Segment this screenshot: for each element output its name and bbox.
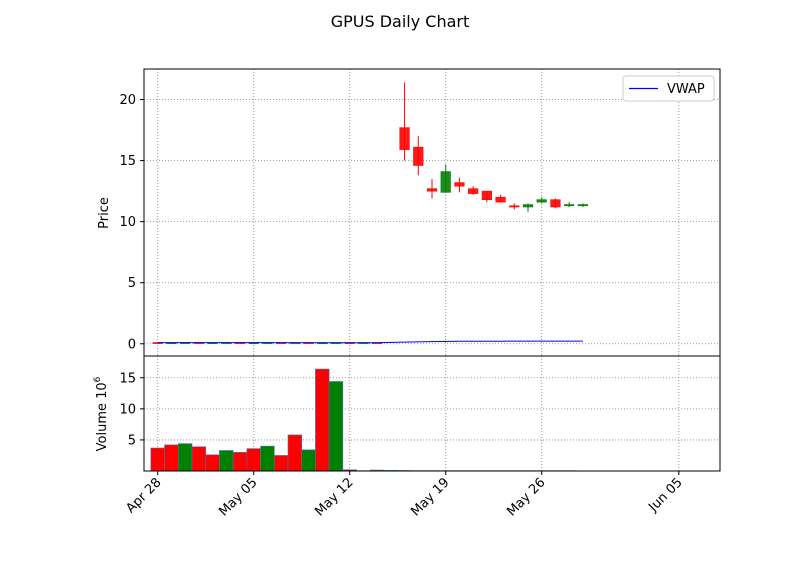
volume-axis-label-text: Volume 10 — [95, 382, 110, 451]
volume-tick-label: 5 — [128, 433, 136, 448]
volume-tick-label: 10 — [119, 402, 136, 417]
price-tick-label: 5 — [128, 276, 136, 291]
candle-body — [509, 205, 520, 208]
price-tick-label: 20 — [119, 93, 136, 108]
volume-tick-label: 15 — [119, 371, 136, 386]
vwap-line — [157, 340, 583, 344]
volume-bar — [287, 434, 303, 472]
price-tick-label: 15 — [119, 154, 136, 169]
candle-body — [522, 204, 534, 208]
volume-axis-label: Volume 106 — [93, 376, 110, 451]
price-y-ticks: 0 5 10 15 20 — [119, 93, 144, 352]
legend: VWAP — [622, 75, 715, 102]
candle-body — [413, 146, 424, 166]
volume-bar — [205, 454, 220, 472]
volume-bar — [219, 450, 234, 472]
candle-body — [577, 204, 588, 207]
chart-title: GPUS Daily Chart — [331, 12, 470, 31]
legend-box — [622, 75, 715, 102]
candle-body — [440, 171, 451, 193]
volume-axis-exponent: 6 — [93, 376, 103, 382]
volume-panel-frame — [143, 355, 721, 472]
volume-bar — [301, 449, 316, 472]
candle-body — [454, 182, 465, 187]
volume-bar — [315, 368, 330, 472]
candle-body — [550, 199, 561, 208]
volume-bar — [260, 445, 275, 472]
candlestick-series — [152, 82, 588, 344]
volume-bar — [232, 452, 248, 472]
price-tick-label: 0 — [128, 337, 136, 352]
volume-bar — [177, 443, 193, 472]
candle-body — [399, 127, 410, 150]
candle-body — [495, 196, 506, 203]
candle-body — [468, 188, 479, 194]
volume-bar — [273, 455, 289, 472]
volume-bar — [246, 448, 261, 472]
volume-bar — [150, 447, 165, 472]
price-axis-label: Price — [97, 197, 112, 229]
volume-bar — [164, 444, 179, 472]
candle-body — [426, 188, 438, 192]
price-panel: 0 5 10 15 20 Price VWAP — [97, 68, 721, 357]
volume-bar — [191, 446, 207, 472]
legend-vwap-label: VWAP — [667, 82, 705, 97]
candle-body — [536, 199, 547, 203]
candle-body — [564, 204, 575, 207]
candle-body — [481, 190, 492, 200]
price-tick-label: 10 — [119, 215, 136, 230]
volume-y-ticks: 5 10 15 — [119, 371, 144, 448]
volume-grid — [144, 356, 720, 471]
volume-bar — [328, 381, 344, 472]
